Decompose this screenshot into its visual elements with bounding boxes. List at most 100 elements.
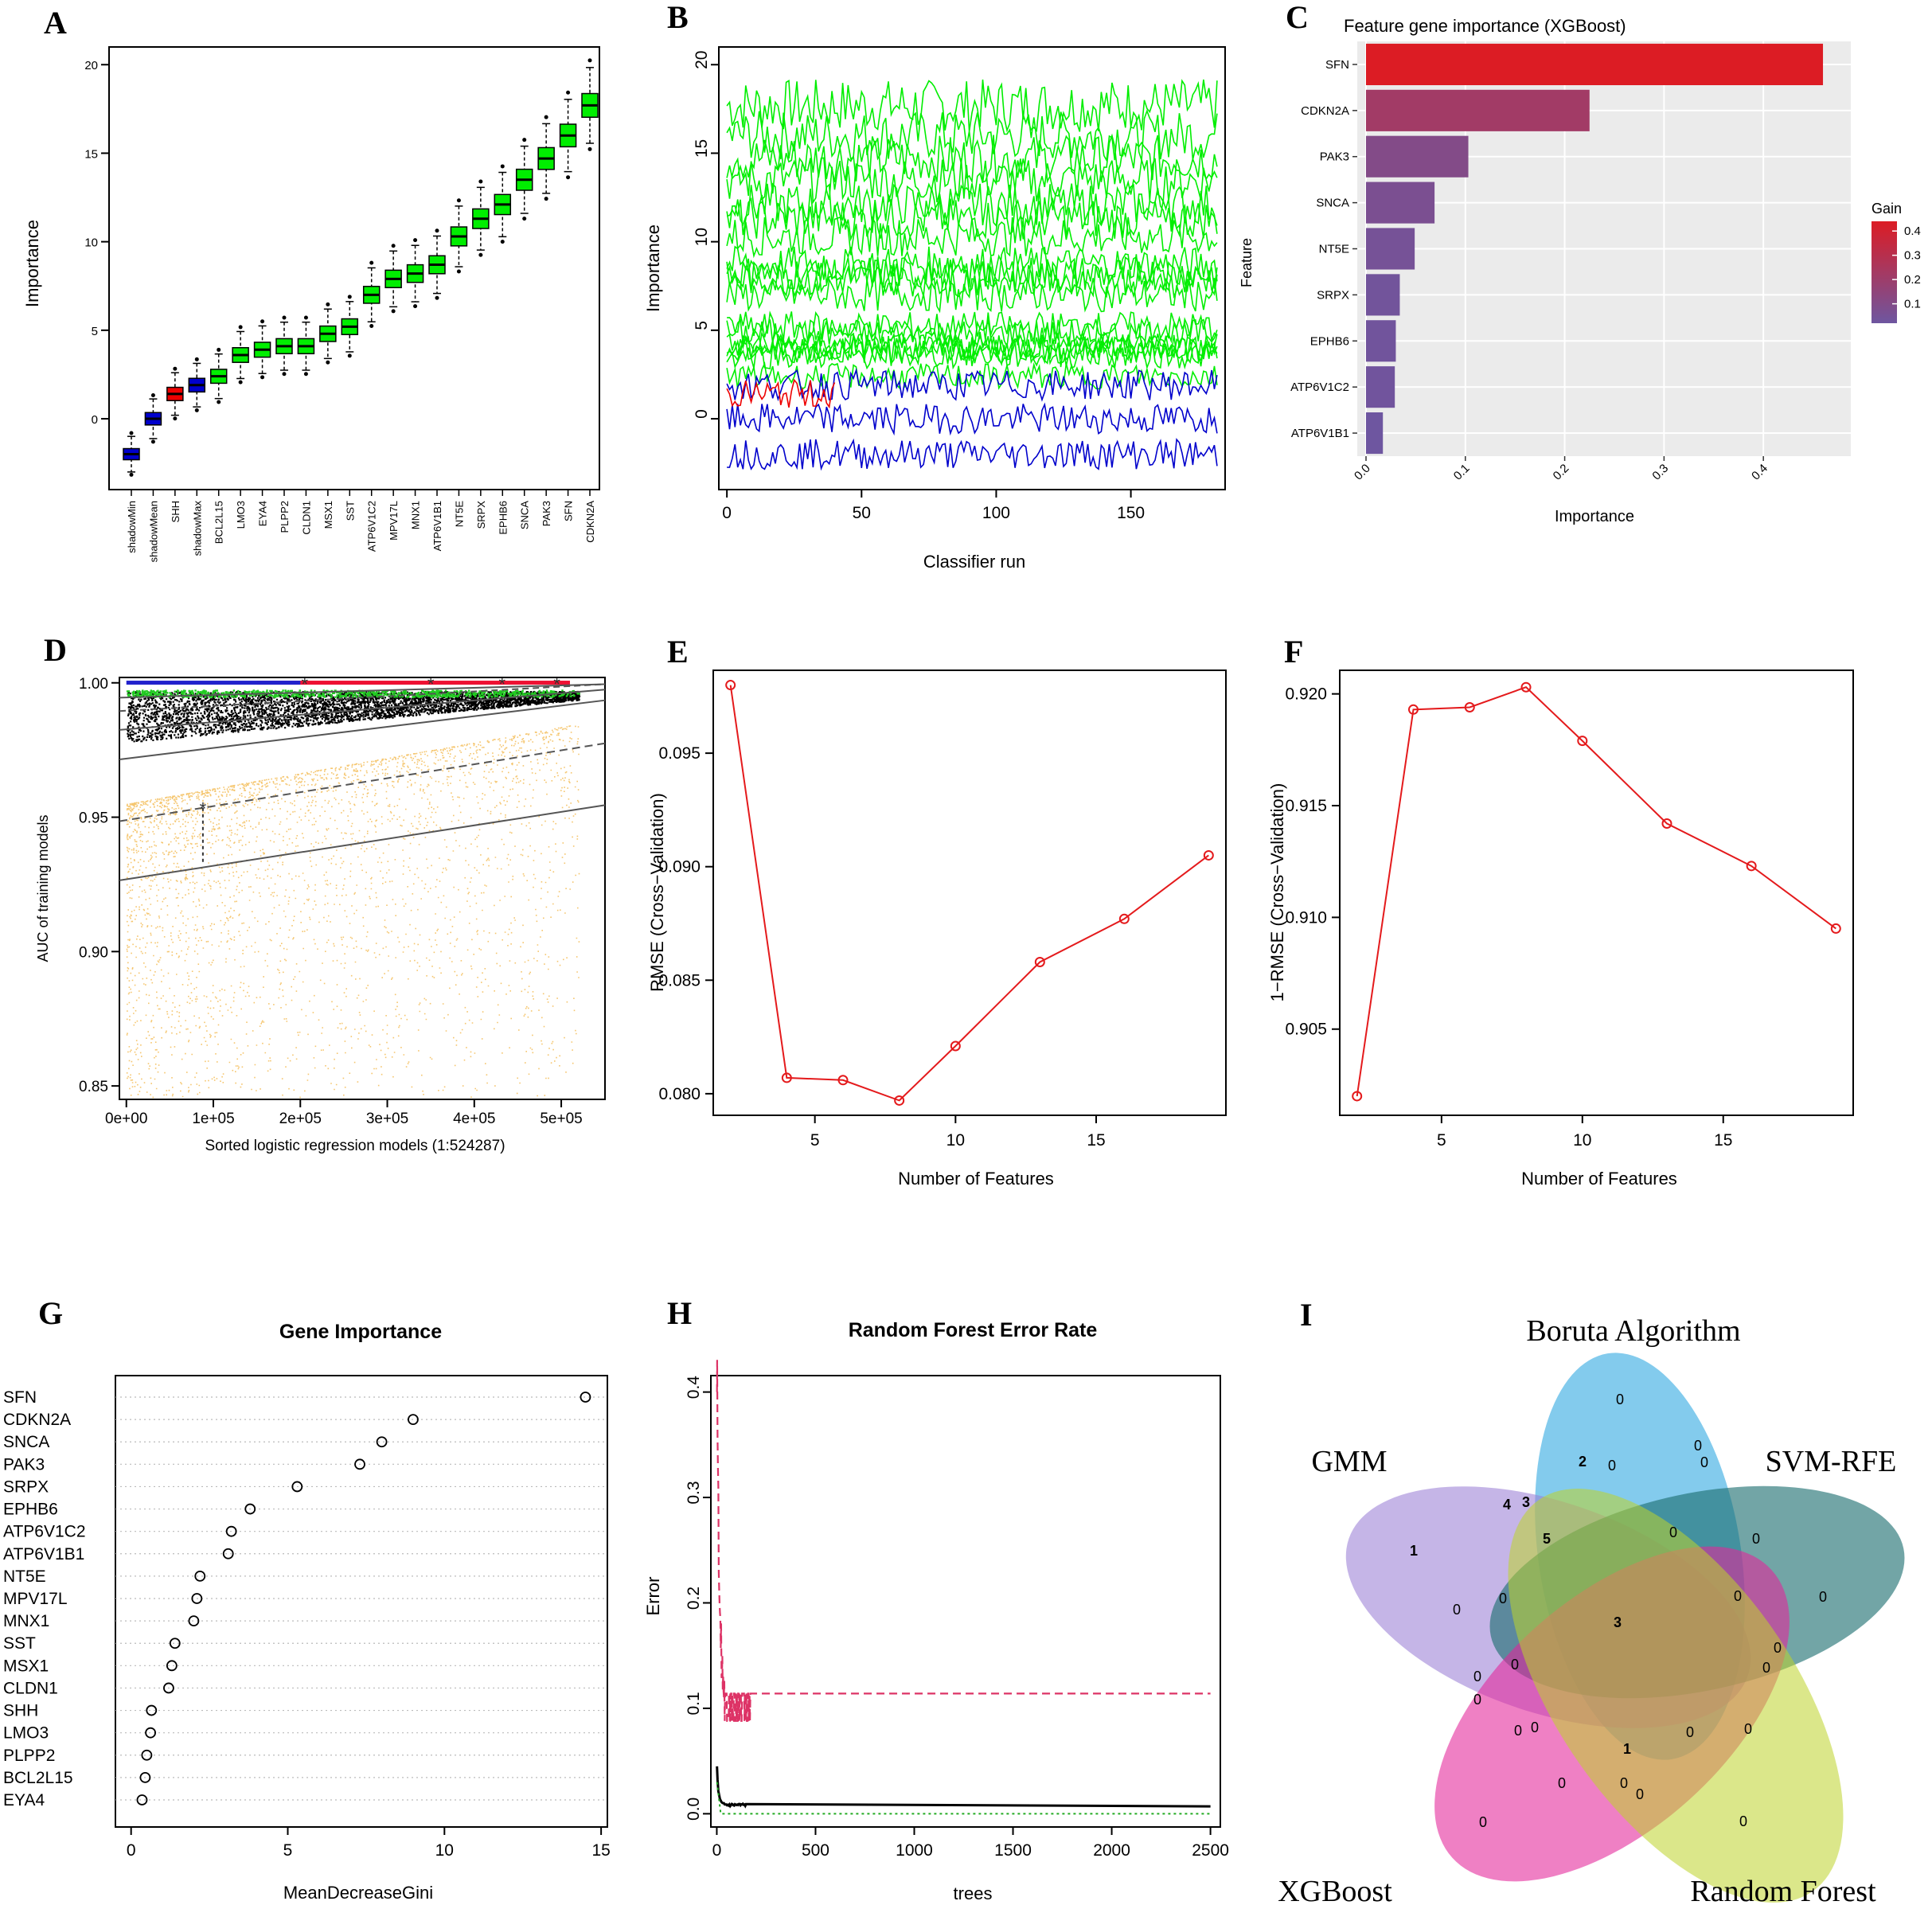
x-tick-label: 10 (1573, 1131, 1591, 1150)
panel-letter-a: A (44, 5, 67, 41)
panel-i: I Boruta Algorithm GMM SVM-RFE XGBoost Rando… (1278, 1297, 1905, 1905)
panel-b: B Importance Classifier run 0 50 100 150 0 5 1… (643, 0, 1226, 572)
outlier-point (217, 347, 221, 352)
x-tick-label: 10 (946, 1131, 965, 1150)
venn-region-count: 0 (1686, 1724, 1694, 1740)
outlier-point (413, 304, 418, 309)
outlier-point (456, 269, 461, 274)
dot-ATP6V1B1 (222, 1548, 234, 1560)
outlier-point (544, 115, 548, 119)
bar-PAK3 (1366, 135, 1469, 178)
y-tick-label: 0.920 (1285, 685, 1327, 704)
x-tick-label: 15 (591, 1841, 610, 1860)
legend-tick-label: 0.2 (1904, 273, 1921, 287)
y-tick-label: 0.3 (685, 1481, 703, 1504)
gene-label: CLDN1 (3, 1679, 58, 1697)
venn-ellipses (1345, 1353, 1905, 1903)
scatter-points-orange (126, 725, 580, 1099)
error-line-class2 (716, 1782, 1211, 1815)
data-point (1830, 923, 1841, 934)
dot-SNCA (376, 1436, 388, 1448)
x-tick-label: 3e+05 (366, 1111, 408, 1127)
outlier-point (522, 217, 527, 221)
importance-line-shadow (727, 438, 1218, 471)
plot-frame (115, 1375, 608, 1828)
y-tick-label: 0.905 (1285, 1021, 1327, 1039)
gain-colorbar (1872, 221, 1897, 323)
venn-set-rf (1508, 1489, 1844, 1903)
outlier-point (566, 175, 571, 180)
data-point (1661, 818, 1672, 829)
series-line (729, 685, 1209, 1102)
venn-region-count: 3 (1614, 1614, 1622, 1630)
line-group: 5 10 15 0.905 0.910 0.915 0.920 (1285, 681, 1841, 1150)
x-tick-label: 0.0 (1352, 462, 1373, 483)
panel-letter-f: F (1284, 634, 1303, 669)
venn-set-label: Random Forest (1690, 1875, 1876, 1905)
x-tick-label: CLDN1 (300, 501, 312, 535)
venn-labels: Boruta Algorithm GMM SVM-RFE XGBoost Random … (1278, 1314, 1896, 1905)
fit-line-dashed (119, 742, 606, 822)
series-line (1356, 686, 1836, 1097)
y-tick-label: NT5E (1319, 243, 1349, 256)
venn-set-label: SVM-RFE (1766, 1445, 1897, 1478)
x-tick-label: 100 (982, 504, 1010, 522)
x-tick-label: 15 (1714, 1131, 1732, 1150)
x-tick-label: SNCA (519, 501, 531, 529)
x-tick-label: MNX1 (410, 501, 422, 529)
importance-line-confirmed (726, 157, 1218, 205)
marker-star: * (498, 674, 505, 694)
venn-set-label: XGBoost (1278, 1875, 1392, 1905)
x-tick-label: ATP6V1C2 (366, 501, 378, 552)
panel-letter-b: B (667, 0, 689, 35)
x-tick-label: 2500 (1192, 1841, 1229, 1860)
venn-region-count: 0 (1734, 1588, 1742, 1604)
x-tick-label: 150 (1117, 504, 1145, 522)
y-tick-label: 10 (693, 228, 711, 246)
x-tick-label: 0.4 (1749, 462, 1770, 483)
outlier-point (129, 472, 134, 477)
y-axis-label: Feature (1239, 238, 1255, 287)
outlier-point (522, 138, 527, 142)
y-tick-label: EPHB6 (1310, 334, 1349, 348)
outlier-point (260, 375, 265, 380)
x-tick-label: SRPX (475, 501, 487, 529)
venn-region-count: 1 (1623, 1741, 1631, 1757)
x-tick-label: 1500 (994, 1841, 1032, 1860)
venn-region-count: 0 (1752, 1531, 1760, 1547)
dot-BCL2L15 (139, 1771, 151, 1783)
venn-region-count: 0 (1819, 1589, 1827, 1605)
importance-line-confirmed (726, 276, 1218, 314)
data-point (1464, 701, 1475, 712)
venn-region-count: 0 (1636, 1786, 1644, 1802)
gene-label: EYA4 (3, 1791, 45, 1809)
y-tick-label: 0.085 (658, 971, 701, 990)
scatter-group: 0e+00 1e+05 2e+05 3e+05 4e+05 5e+05 0.85 0.90 0.… (79, 674, 606, 1127)
data-point (1034, 956, 1045, 967)
outlier-point (347, 353, 352, 358)
x-tick-label: EYA4 (257, 501, 269, 526)
outlier-point (391, 309, 396, 314)
data-point (1203, 849, 1214, 861)
data-point (1407, 704, 1419, 715)
marker-star: * (553, 674, 560, 694)
y-tick-label: 0.080 (658, 1085, 701, 1103)
importance-line-confirmed (726, 133, 1218, 185)
bar-ATP6V1B1 (1366, 412, 1384, 455)
bar-SNCA (1366, 182, 1435, 224)
venn-region-count: 0 (1774, 1640, 1782, 1656)
plot-frame (712, 669, 1227, 1116)
y-tick-label: CDKN2A (1301, 104, 1349, 118)
x-tick-label: ATP6V1B1 (431, 501, 443, 551)
x-tick-label: EPHB6 (497, 501, 509, 535)
plot-frame (108, 46, 600, 490)
panel-c: C Feature gene importance (XGBoost) Feat… (1239, 0, 1921, 525)
panel-letter-e: E (667, 634, 689, 669)
venn-set-label: Boruta Algorithm (1526, 1314, 1740, 1348)
gene-label: EPHB6 (3, 1501, 58, 1519)
outlier-point (282, 315, 287, 320)
outlier-point (544, 197, 548, 201)
panel-letter-i: I (1300, 1297, 1313, 1333)
venn-region-count: 0 (1608, 1458, 1616, 1474)
x-tick-label: LMO3 (235, 501, 247, 529)
